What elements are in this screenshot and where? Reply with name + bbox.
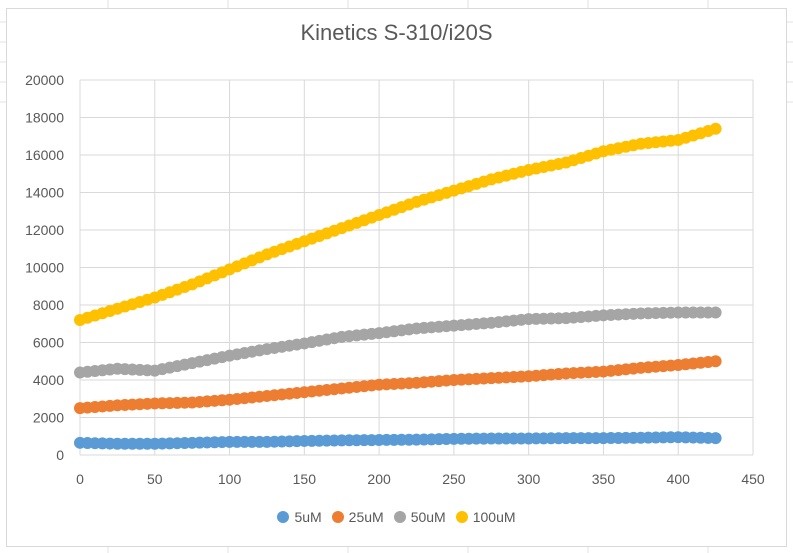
x-tick-label: 100 xyxy=(218,471,242,487)
y-tick-label: 16000 xyxy=(25,147,64,163)
legend-marker-icon xyxy=(331,511,344,523)
data-point-5uM xyxy=(709,432,722,445)
legend-marker-icon xyxy=(455,511,468,523)
y-tick-label: 18000 xyxy=(25,110,64,126)
data-point-50uM xyxy=(709,306,722,319)
legend[interactable]: 5uM 25uM 50uM 100uM xyxy=(0,509,793,525)
y-tick-label: 4000 xyxy=(33,372,64,388)
legend-item-50uM[interactable]: 50uM xyxy=(393,509,446,525)
legend-label: 100uM xyxy=(472,509,516,525)
x-tick-label: 200 xyxy=(367,471,391,487)
x-tick-label: 150 xyxy=(293,471,317,487)
y-tick-label: 12000 xyxy=(25,222,64,238)
legend-marker-icon xyxy=(393,511,406,523)
legend-label: 5uM xyxy=(294,509,322,525)
chart-title: Kinetics S-310/i20S xyxy=(300,20,493,45)
y-tick-label: 2000 xyxy=(33,410,64,426)
x-tick-label: 400 xyxy=(667,471,691,487)
data-point-25uM xyxy=(709,355,722,368)
x-tick-label: 450 xyxy=(741,471,765,487)
chart-area[interactable] xyxy=(6,8,787,547)
x-tick-label: 250 xyxy=(442,471,466,487)
x-tick-label: 0 xyxy=(76,471,84,487)
x-tick-label: 50 xyxy=(147,471,163,487)
y-tick-label: 8000 xyxy=(33,297,64,313)
legend-item-25uM[interactable]: 25uM xyxy=(331,509,384,525)
x-tick-label: 300 xyxy=(517,471,541,487)
legend-label: 25uM xyxy=(348,509,384,525)
legend-item-5uM[interactable]: 5uM xyxy=(277,509,322,525)
y-tick-label: 0 xyxy=(56,447,64,463)
y-tick-label: 10000 xyxy=(25,260,64,276)
y-tick-label: 14000 xyxy=(25,185,64,201)
legend-item-100uM[interactable]: 100uM xyxy=(455,509,516,525)
y-tick-label: 6000 xyxy=(33,335,64,351)
data-point-100uM xyxy=(709,122,722,135)
legend-marker-icon xyxy=(277,511,290,523)
x-tick-label: 350 xyxy=(592,471,616,487)
y-tick-label: 20000 xyxy=(25,72,64,88)
legend-label: 50uM xyxy=(410,509,446,525)
